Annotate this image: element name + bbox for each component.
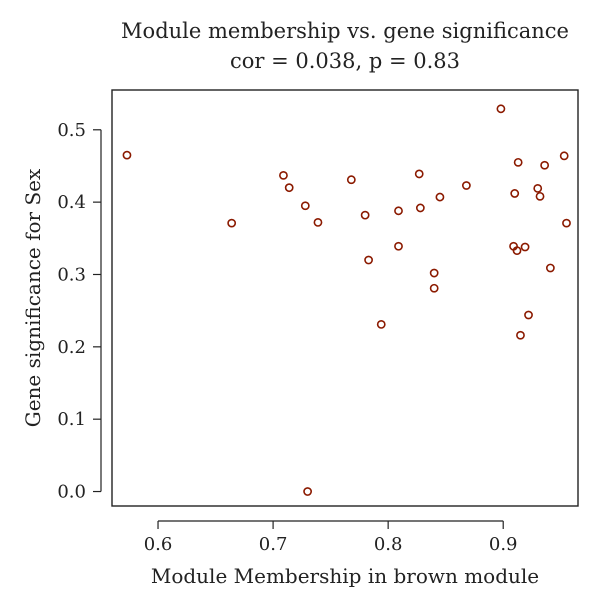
data-point xyxy=(394,206,403,216)
data-point xyxy=(429,268,439,278)
data-point xyxy=(376,320,386,329)
data-point xyxy=(524,310,533,320)
y-tick-label: 0.5 xyxy=(57,120,86,141)
data-point xyxy=(227,218,237,228)
x-tick-label: 0.9 xyxy=(489,534,518,555)
data-point xyxy=(512,246,522,256)
data-point xyxy=(300,201,310,211)
x-tick-label: 0.8 xyxy=(374,534,403,555)
data-point xyxy=(520,242,530,252)
chart-subtitle: cor = 0.038, p = 0.83 xyxy=(230,49,460,73)
data-point xyxy=(510,189,520,198)
data-point xyxy=(303,487,313,496)
data-point xyxy=(559,151,569,161)
data-point xyxy=(516,330,525,340)
data-point xyxy=(415,203,425,213)
data-point xyxy=(394,241,403,251)
x-axis-label: Module Membership in brown module xyxy=(151,564,539,588)
data-point xyxy=(562,218,571,228)
y-axis-label: Gene significance for Sex xyxy=(21,168,45,427)
data-point xyxy=(122,150,132,160)
y-tick-label: 0.4 xyxy=(57,192,86,213)
data-point xyxy=(540,160,550,170)
data-point xyxy=(513,157,523,167)
data-point xyxy=(414,169,424,179)
data-point xyxy=(364,255,373,265)
chart-title: Module membership vs. gene significance xyxy=(121,19,569,43)
x-tick-label: 0.7 xyxy=(259,534,288,555)
y-axis: 0.0 0.1 0.2 0.3 0.4 0.5 xyxy=(57,120,102,503)
data-point xyxy=(346,175,356,185)
data-point xyxy=(545,263,555,273)
y-tick-label: 0.3 xyxy=(57,264,86,285)
plot-frame xyxy=(111,89,579,507)
y-tick-label: 0.1 xyxy=(57,409,86,430)
data-points xyxy=(122,104,571,496)
x-axis: 0.6 0.7 0.8 0.9 xyxy=(144,520,518,555)
data-point xyxy=(279,170,288,180)
data-point xyxy=(535,191,545,201)
data-point xyxy=(496,104,506,114)
y-tick-label: 0.2 xyxy=(57,337,86,358)
data-point xyxy=(360,210,370,220)
x-tick-label: 0.6 xyxy=(144,534,173,555)
data-point xyxy=(313,217,323,227)
data-point xyxy=(533,183,543,193)
data-point xyxy=(429,283,439,293)
data-point xyxy=(435,192,445,202)
data-point xyxy=(461,181,471,190)
data-point xyxy=(284,183,294,193)
y-tick-label: 0.0 xyxy=(57,482,86,503)
